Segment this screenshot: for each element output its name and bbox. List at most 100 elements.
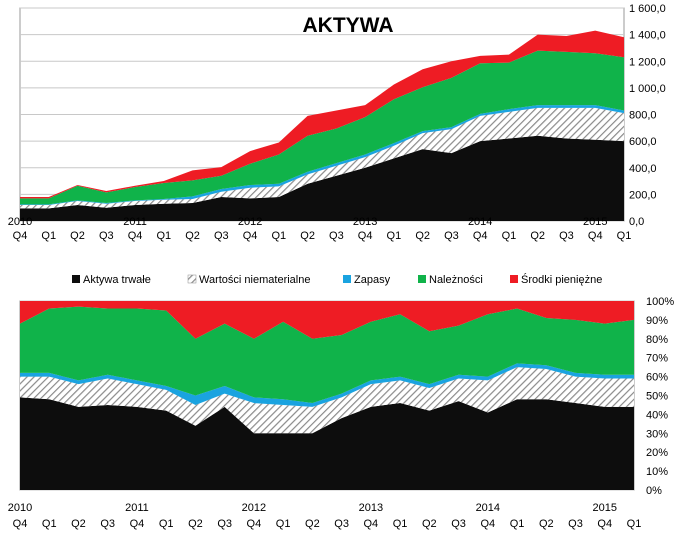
x-tick-label: Q2 bbox=[185, 230, 200, 242]
year-label: 2010 bbox=[8, 502, 32, 514]
x-tick-label: Q2 bbox=[188, 518, 203, 530]
area-aktywa-trwale bbox=[20, 135, 624, 221]
area-srodki-pieniezne bbox=[20, 301, 634, 339]
x-tick-label: Q1 bbox=[42, 518, 57, 530]
x-tick-label: Q4 bbox=[480, 518, 495, 530]
x-tick-label: Q4 bbox=[588, 230, 603, 242]
y-tick-label: 800,0 bbox=[629, 110, 657, 122]
year-label: 2010 bbox=[8, 216, 32, 228]
x-tick-label: Q3 bbox=[559, 230, 574, 242]
legend-label-naleznosci: Należności bbox=[429, 274, 483, 286]
chart-aktywa-percent: 0% 10% 20% 30% 40% 50% 60% 70% 80% 90% 100% Q4 Q1 Q2… bbox=[8, 296, 675, 530]
year-label: 2013 bbox=[353, 216, 377, 228]
area-wartosci-niematerialne bbox=[20, 367, 634, 434]
x-tick-label: Q1 bbox=[393, 518, 408, 530]
y-tick-label: 0% bbox=[646, 485, 662, 497]
year-label: 2012 bbox=[238, 216, 262, 228]
year-label: 2014 bbox=[468, 216, 492, 228]
x-tick-label: Q1 bbox=[617, 230, 632, 242]
area-wartosci-niematerialne bbox=[20, 107, 624, 209]
x-tick-label: Q1 bbox=[510, 518, 525, 530]
x-tick-label: Q4 bbox=[247, 518, 262, 530]
legend-label-wartosci-niematerialne: Wartości niematerialne bbox=[199, 274, 310, 286]
area-naleznosci bbox=[20, 50, 624, 205]
x-tick-label: Q4 bbox=[243, 230, 258, 242]
y-tick-label: 80% bbox=[646, 334, 668, 346]
legend-swatch-naleznosci bbox=[418, 275, 426, 283]
x-tick-label: Q3 bbox=[329, 230, 344, 242]
x-tick-label: Q2 bbox=[300, 230, 315, 242]
x-tick-label: Q2 bbox=[70, 230, 85, 242]
x-tick-label: Q1 bbox=[502, 230, 517, 242]
y-tick-label: 10% bbox=[646, 466, 668, 478]
x-tick-label: Q3 bbox=[217, 518, 232, 530]
year-label: 2013 bbox=[359, 502, 383, 514]
year-label: 2011 bbox=[123, 216, 147, 228]
x-tick-label: Q3 bbox=[444, 230, 459, 242]
y-tick-label: 1 600,0 bbox=[629, 3, 666, 15]
x-tick-label: Q2 bbox=[415, 230, 430, 242]
year-label: 2012 bbox=[242, 502, 266, 514]
x-tick-label: Q4 bbox=[128, 230, 143, 242]
year-label: 2014 bbox=[476, 502, 500, 514]
y-tick-label: 600,0 bbox=[629, 136, 657, 148]
y-tick-label: 400,0 bbox=[629, 163, 657, 175]
x-tick-label: Q4 bbox=[358, 230, 373, 242]
x-tick-label: Q4 bbox=[13, 518, 28, 530]
y-tick-label: 1 200,0 bbox=[629, 56, 666, 68]
x-tick-label: Q3 bbox=[99, 230, 114, 242]
x-tick-label: Q2 bbox=[539, 518, 554, 530]
y-tick-label: 40% bbox=[646, 409, 668, 421]
legend-swatch-srodki-pieniezne bbox=[510, 275, 518, 283]
area-aktywa-trwale bbox=[20, 397, 634, 490]
x-tick-label: Q3 bbox=[334, 518, 349, 530]
y-tick-label: 90% bbox=[646, 315, 668, 327]
x-tick-label: Q4 bbox=[597, 518, 612, 530]
legend-label-aktywa-trwale: Aktywa trwałe bbox=[83, 274, 151, 286]
y-tick-label: 1 000,0 bbox=[629, 83, 666, 95]
x-tick-label: Q3 bbox=[451, 518, 466, 530]
y-tick-label: 0,0 bbox=[629, 216, 644, 228]
x-tick-label: Q1 bbox=[387, 230, 402, 242]
legend-swatch-wartosci-niematerialne bbox=[187, 274, 197, 284]
legend-label-zapasy: Zapasy bbox=[354, 274, 391, 286]
year-label: 2011 bbox=[125, 502, 149, 514]
area-srodki-pieniezne bbox=[20, 30, 624, 199]
x-tick-label: Q1 bbox=[276, 518, 291, 530]
x-tick-label: Q4 bbox=[13, 230, 28, 242]
y-tick-label: 20% bbox=[646, 447, 668, 459]
year-label: 2015 bbox=[593, 502, 617, 514]
year-label: 2015 bbox=[583, 216, 607, 228]
y-tick-label: 70% bbox=[646, 353, 668, 365]
x-tick-label: Q4 bbox=[364, 518, 379, 530]
x-tick-label: Q2 bbox=[530, 230, 545, 242]
legend-swatch-aktywa-trwale bbox=[72, 275, 80, 283]
x-tick-label: Q1 bbox=[159, 518, 174, 530]
y-tick-label: 1 400,0 bbox=[629, 30, 666, 42]
x-tick-label: Q4 bbox=[130, 518, 145, 530]
x-tick-label: Q3 bbox=[568, 518, 583, 530]
x-tick-label: Q2 bbox=[71, 518, 86, 530]
chart-aktywa-absolute: AKTYWA 0,0 200,0 400,0 600,0 800,0 1 000,0 1 2… bbox=[8, 3, 666, 242]
x-tick-label: Q2 bbox=[422, 518, 437, 530]
area-naleznosci bbox=[20, 306, 634, 404]
y-tick-label: 60% bbox=[646, 372, 668, 384]
x-tick-label: Q1 bbox=[41, 230, 56, 242]
y-tick-label: 30% bbox=[646, 428, 668, 440]
x-tick-label: Q2 bbox=[305, 518, 320, 530]
y-tick-label: 200,0 bbox=[629, 189, 657, 201]
x-tick-label: Q3 bbox=[100, 518, 115, 530]
y-tick-label: 100% bbox=[646, 296, 674, 308]
y-tick-label: 50% bbox=[646, 391, 668, 403]
legend: Aktywa trwałe Wartości niematerialne Zapas… bbox=[72, 273, 602, 286]
legend-swatch-zapasy bbox=[343, 275, 351, 283]
x-tick-label: Q1 bbox=[272, 230, 287, 242]
legend-label-srodki-pieniezne: Środki pieniężne bbox=[521, 273, 602, 286]
x-tick-label: Q4 bbox=[473, 230, 488, 242]
chart-title: AKTYWA bbox=[303, 14, 394, 37]
x-tick-label: Q1 bbox=[627, 518, 642, 530]
x-tick-label: Q1 bbox=[156, 230, 171, 242]
x-tick-label: Q3 bbox=[214, 230, 229, 242]
